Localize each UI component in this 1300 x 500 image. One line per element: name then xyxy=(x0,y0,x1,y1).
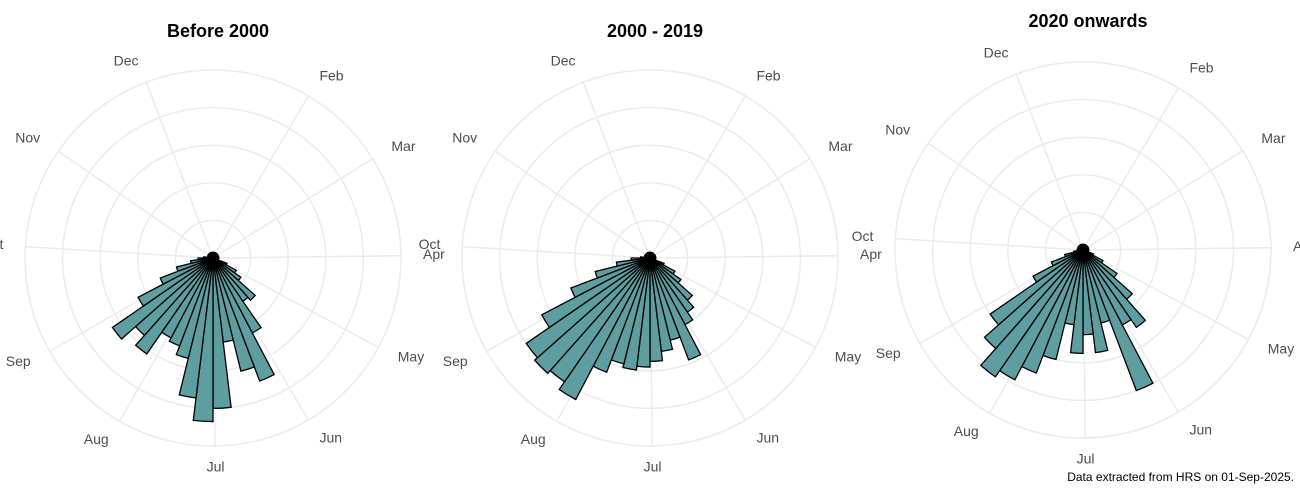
month-label: Jul xyxy=(1077,451,1095,467)
month-label: Nov xyxy=(885,121,910,137)
bar xyxy=(615,257,651,267)
bar xyxy=(212,257,256,372)
bar xyxy=(648,251,651,259)
grid-spoke xyxy=(1015,73,1084,251)
grid-spoke xyxy=(895,237,1084,251)
month-label: Oct xyxy=(852,228,874,244)
grid-ring xyxy=(498,106,802,410)
panel-title: 2000 - 2019 xyxy=(607,21,703,41)
month-label: Aug xyxy=(954,423,979,439)
month-label: Apr xyxy=(423,246,445,262)
grid-spoke xyxy=(1082,150,1244,251)
bar xyxy=(1081,243,1084,251)
footnote: Data extracted from HRS on 01-Sep-2025. xyxy=(1067,470,1294,484)
grid-ring xyxy=(24,69,402,447)
bar xyxy=(540,257,651,329)
grid-ring xyxy=(894,61,1272,439)
grid-ring xyxy=(461,69,839,447)
month-label: Jul xyxy=(207,459,225,475)
bar xyxy=(649,257,702,361)
month-label: Feb xyxy=(756,68,780,84)
bar xyxy=(533,257,651,375)
bar xyxy=(137,257,214,307)
month-label: Dec xyxy=(984,44,1009,60)
month-label: Apr xyxy=(1293,238,1300,254)
bar xyxy=(570,257,651,299)
grid-spoke xyxy=(57,150,214,259)
month-label: Sep xyxy=(6,353,31,369)
bar xyxy=(525,257,651,359)
grid-ring xyxy=(931,98,1235,402)
grid-spoke xyxy=(145,81,214,259)
grid-spoke xyxy=(212,254,401,259)
grid-spoke xyxy=(212,158,374,259)
grid-spoke xyxy=(1082,249,1249,341)
grid-spoke xyxy=(25,245,214,259)
grid-spoke xyxy=(582,81,651,259)
bar xyxy=(1050,249,1084,267)
grid-spoke xyxy=(212,95,309,259)
month-label: Mar xyxy=(1261,130,1285,146)
grid-spoke xyxy=(212,257,379,349)
grid-ring xyxy=(969,136,1197,364)
grid-spoke xyxy=(1082,87,1179,251)
bar xyxy=(175,257,214,273)
grid-spoke xyxy=(1082,246,1271,251)
bar xyxy=(1082,249,1109,354)
grid-ring xyxy=(536,144,764,372)
grid-spoke xyxy=(927,142,1084,251)
bar xyxy=(111,257,214,340)
month-label: Jun xyxy=(319,430,342,446)
grid-spoke xyxy=(649,254,838,259)
bar xyxy=(159,257,214,286)
bar xyxy=(212,257,257,302)
month-label: Sep xyxy=(876,345,901,361)
grid-spoke xyxy=(494,150,651,259)
month-label: May xyxy=(1268,341,1294,357)
bar xyxy=(211,251,214,259)
month-label: May xyxy=(835,349,861,365)
month-label: Apr xyxy=(860,246,882,262)
bar xyxy=(134,257,214,355)
month-label: Jun xyxy=(1189,422,1212,438)
month-label: Feb xyxy=(319,68,343,84)
month-label: Mar xyxy=(828,138,852,154)
month-label: Oct xyxy=(419,236,441,252)
grid-spoke xyxy=(649,257,816,349)
bar xyxy=(558,257,651,401)
grid-spoke xyxy=(462,245,651,259)
month-label: Nov xyxy=(452,129,477,145)
month-label: Mar xyxy=(391,138,415,154)
month-label: Dec xyxy=(114,52,139,68)
month-label: Jun xyxy=(756,430,779,446)
bar xyxy=(212,257,276,382)
bar xyxy=(989,249,1084,326)
bar xyxy=(979,249,1084,378)
month-label: Aug xyxy=(84,431,109,447)
month-label: May xyxy=(398,349,424,365)
month-label: Jul xyxy=(644,459,662,475)
month-label: Feb xyxy=(1189,60,1213,76)
month-label: Oct xyxy=(0,236,3,252)
month-label: Sep xyxy=(443,353,468,369)
bar xyxy=(1082,249,1147,329)
bar xyxy=(1082,249,1154,392)
bar xyxy=(1032,249,1084,283)
bar xyxy=(983,249,1084,350)
grid-spoke xyxy=(649,158,811,259)
grid-spoke xyxy=(649,95,746,259)
panel-title: 2020 onwards xyxy=(1028,11,1147,31)
bar xyxy=(594,257,651,279)
month-label: Aug xyxy=(521,431,546,447)
month-label: Nov xyxy=(15,129,40,145)
panel-title: Before 2000 xyxy=(167,21,269,41)
month-label: Dec xyxy=(551,52,576,68)
bar xyxy=(189,257,214,265)
